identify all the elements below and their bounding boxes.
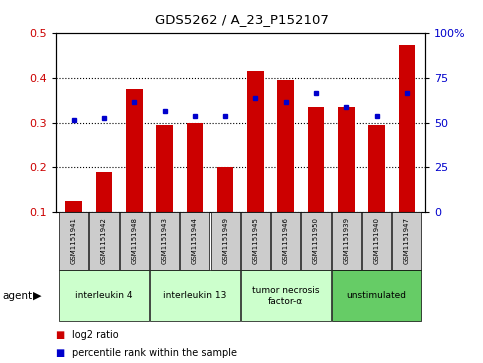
Bar	[368, 125, 385, 257]
Bar	[156, 125, 173, 257]
Bar	[241, 270, 330, 321]
Text: GDS5262 / A_23_P152107: GDS5262 / A_23_P152107	[155, 13, 328, 26]
Bar	[362, 212, 391, 270]
Bar	[126, 89, 142, 257]
Bar	[65, 201, 82, 257]
Bar	[332, 270, 421, 321]
Text: GSM1151948: GSM1151948	[131, 217, 137, 264]
Bar	[398, 45, 415, 257]
Text: GSM1151943: GSM1151943	[162, 217, 168, 264]
Bar	[186, 123, 203, 257]
Text: GSM1151945: GSM1151945	[253, 217, 258, 264]
Text: percentile rank within the sample: percentile rank within the sample	[72, 348, 238, 359]
Bar	[211, 212, 240, 270]
Text: ▶: ▶	[33, 291, 42, 301]
Text: GSM1151950: GSM1151950	[313, 217, 319, 264]
Text: unstimulated: unstimulated	[347, 291, 407, 300]
Bar	[150, 270, 240, 321]
Text: GSM1151949: GSM1151949	[222, 217, 228, 264]
Text: log2 ratio: log2 ratio	[72, 330, 119, 340]
Bar	[338, 107, 355, 257]
Bar	[89, 212, 118, 270]
Text: GSM1151947: GSM1151947	[404, 217, 410, 264]
Bar	[150, 212, 179, 270]
Bar	[308, 107, 325, 257]
Bar	[332, 212, 361, 270]
Text: GSM1151940: GSM1151940	[373, 217, 380, 264]
Bar	[59, 270, 149, 321]
Text: GSM1151941: GSM1151941	[71, 217, 77, 264]
Text: GSM1151946: GSM1151946	[283, 217, 289, 264]
Bar	[247, 71, 264, 257]
Bar	[301, 212, 330, 270]
Bar	[180, 212, 210, 270]
Text: tumor necrosis
factor-α: tumor necrosis factor-α	[252, 286, 319, 306]
Text: GSM1151942: GSM1151942	[101, 217, 107, 264]
Bar	[277, 80, 294, 257]
Bar	[271, 212, 300, 270]
Bar	[59, 212, 88, 270]
Text: agent: agent	[2, 291, 32, 301]
Text: ■: ■	[56, 330, 65, 340]
Text: GSM1151939: GSM1151939	[343, 217, 349, 264]
Text: GSM1151944: GSM1151944	[192, 217, 198, 264]
Bar	[241, 212, 270, 270]
Bar	[96, 172, 113, 257]
Text: ■: ■	[56, 348, 65, 359]
Text: interleukin 4: interleukin 4	[75, 291, 133, 300]
Bar	[217, 167, 233, 257]
Text: interleukin 13: interleukin 13	[163, 291, 227, 300]
Bar	[120, 212, 149, 270]
Bar	[392, 212, 421, 270]
